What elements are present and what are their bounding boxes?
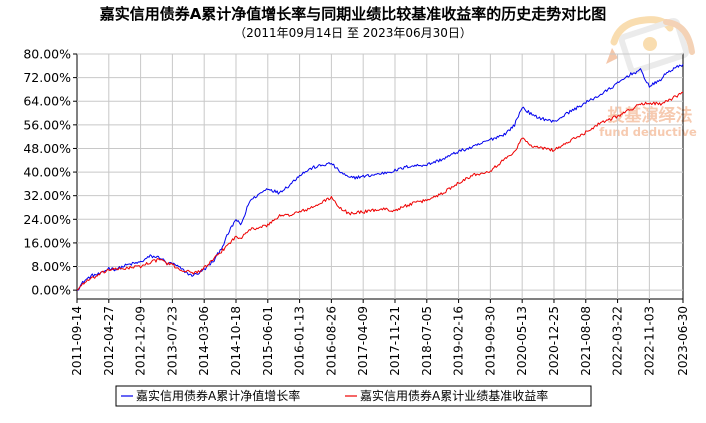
x-tick-label: 2015-06-01 [261, 306, 275, 376]
x-tick-label: 2012-04-27 [102, 306, 116, 376]
y-tick-label: 0.00% [31, 283, 71, 298]
watermark-text-en: fund deductive [599, 125, 697, 139]
y-tick-label: 80.00% [23, 47, 71, 62]
grid [77, 53, 683, 299]
chart-title: 嘉实信用债券A累计净值增长率与同期业绩比较基准收益率的历史走势对比图 [99, 5, 607, 23]
x-tick-label: 2014-03-06 [197, 306, 211, 376]
x-tick-label: 2018-07-05 [420, 306, 434, 376]
y-axis: 0.00% 8.00% 16.00% 24.00% 32.00% 40.00% 48.00%… [23, 47, 77, 298]
x-tick-label: 2020-12-25 [547, 306, 561, 376]
y-tick-label: 56.00% [23, 117, 71, 132]
x-tick-label: 2017-11-21 [388, 306, 402, 376]
x-tick-label: 2016-01-13 [293, 306, 307, 376]
x-tick-label: 2014-10-18 [229, 306, 243, 376]
series-line-1 [76, 64, 684, 291]
series-layer [76, 64, 684, 291]
y-tick-label: 8.00% [31, 259, 71, 274]
x-tick-label: 2023-06-30 [676, 306, 690, 376]
y-tick-label: 40.00% [23, 165, 71, 180]
x-tick-label: 2012-12-09 [134, 306, 148, 376]
chart-subtitle: （2011年09月14日 至 2023年06月30日） [234, 26, 472, 40]
y-tick-label: 72.00% [23, 70, 71, 85]
legend: 嘉实信用债券A累计净值增长率 嘉实信用债券A累计业绩基准收益率 [115, 385, 592, 407]
y-tick-label: 24.00% [23, 212, 71, 227]
x-axis: 2011-09-14 2012-04-27 2012-12-09 2013-07-23… [70, 299, 690, 376]
x-tick-label: 2021-08-08 [579, 306, 593, 376]
x-tick-label: 2019-09-30 [483, 306, 497, 376]
x-tick-label: 2017-04-09 [356, 306, 370, 376]
x-tick-label: 2013-07-23 [165, 306, 179, 376]
x-tick-label: 2020-05-13 [515, 306, 529, 376]
legend-label-series-1: 嘉实信用债券A累计净值增长率 [136, 388, 300, 403]
x-tick-label: 2011-09-14 [70, 306, 84, 376]
y-tick-label: 32.00% [23, 188, 71, 203]
y-tick-label: 48.00% [23, 141, 71, 156]
x-tick-label: 2022-11-03 [642, 306, 656, 376]
legend-label-series-2: 嘉实信用债券A累计业绩基准收益率 [360, 388, 548, 403]
x-tick-label: 2016-08-26 [324, 306, 338, 376]
watermark-logo [606, 16, 695, 75]
y-tick-label: 16.00% [23, 235, 71, 250]
y-tick-label: 64.00% [23, 94, 71, 109]
x-tick-label: 2022-03-22 [611, 306, 625, 376]
x-tick-label: 2019-02-16 [452, 306, 466, 376]
plot-area [76, 53, 684, 300]
series-line-2 [76, 91, 683, 291]
